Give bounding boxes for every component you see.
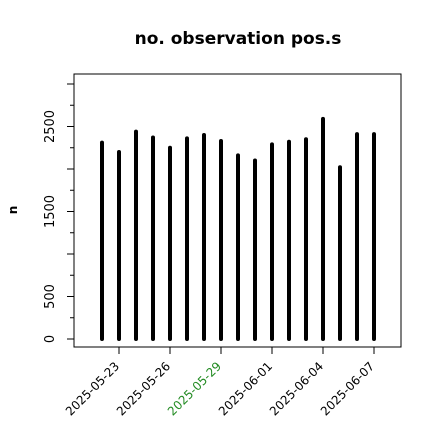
x-tick-label: 2025-06-01 [216, 359, 275, 418]
x-tick-label: 2025-06-07 [318, 359, 377, 418]
x-tick-label: 2025-05-23 [63, 359, 122, 418]
y-tick-label: 2500 [43, 110, 58, 143]
bars [100, 116, 376, 341]
x-tick-label: 2025-05-29 [165, 359, 224, 418]
y-tick-label: 1500 [43, 195, 58, 228]
y-axis-label: n [6, 206, 20, 215]
y-tick-label: 500 [43, 284, 58, 309]
y-axis: 0 500 1500 2500 [43, 83, 75, 343]
x-tick-label: 2025-05-26 [114, 359, 173, 418]
x-axis: 2025-05-232025-05-262025-05-292025-06-01… [63, 346, 377, 418]
x-tick-label: 2025-06-04 [267, 359, 326, 418]
y-tick-label: 0 [43, 335, 58, 343]
chart-title: no. observation pos.s [135, 29, 342, 49]
